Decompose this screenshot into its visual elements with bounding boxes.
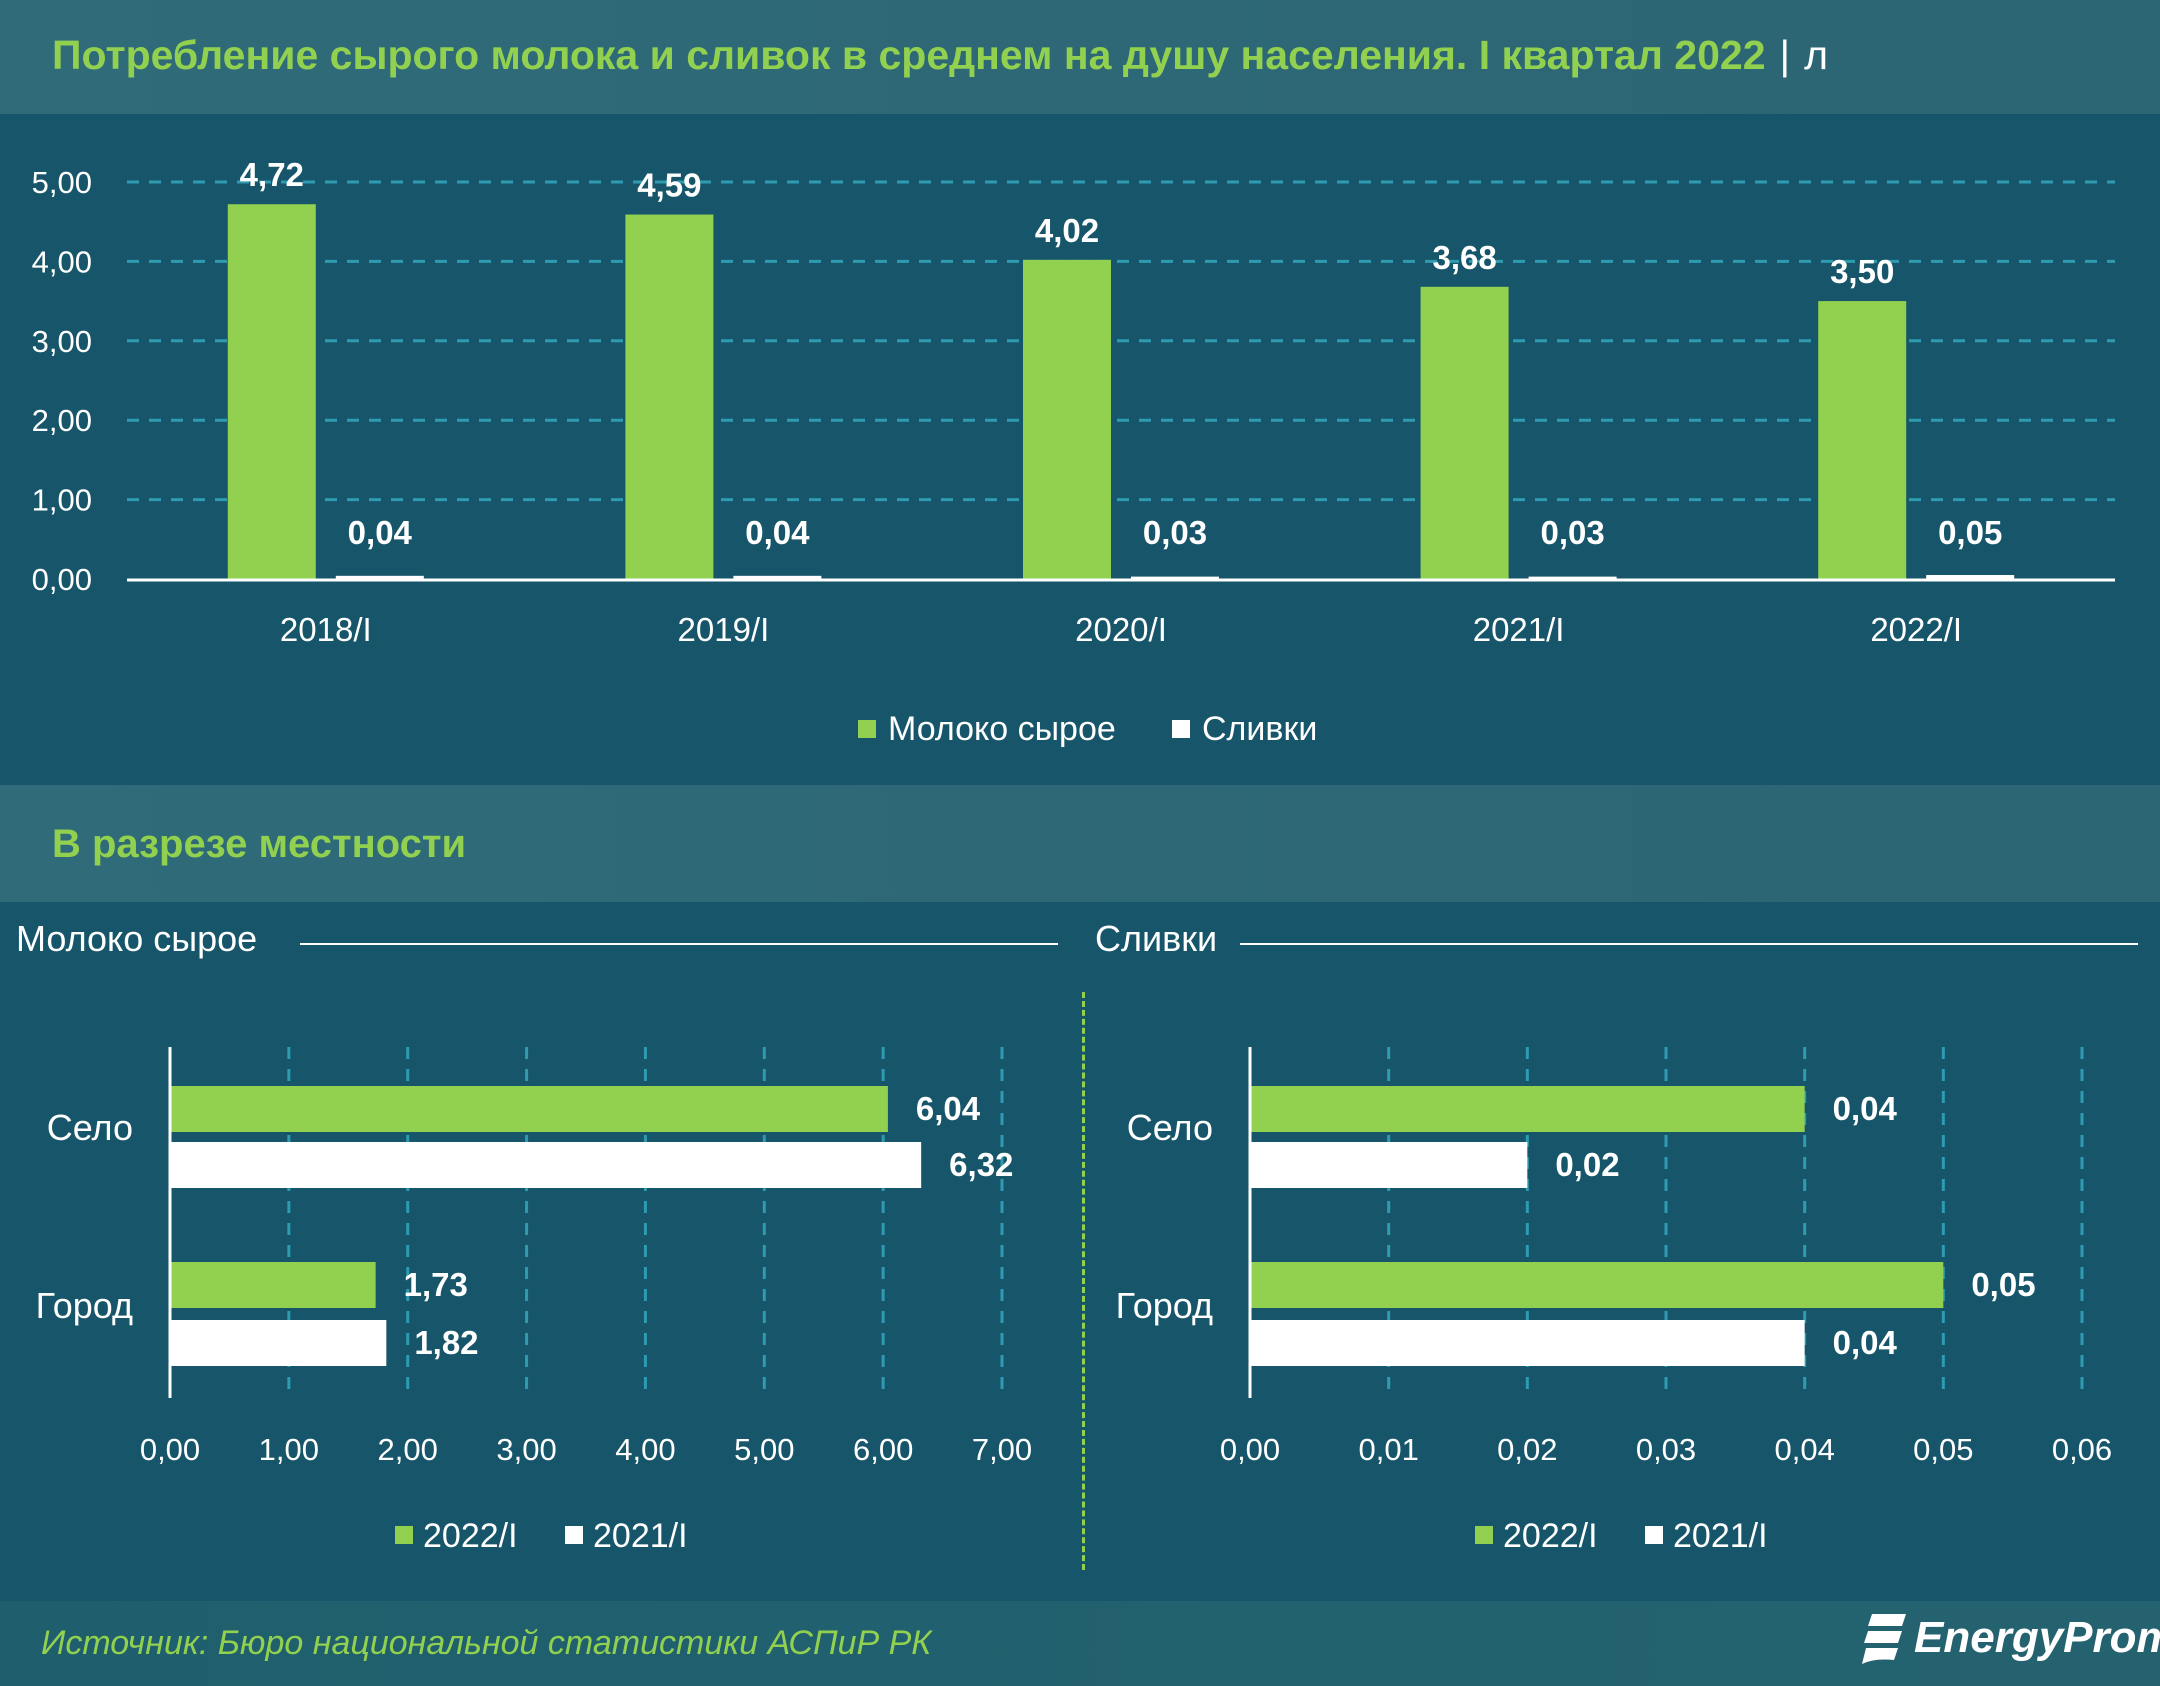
legend-swatch: [1172, 720, 1190, 738]
data-label: 0,04: [1833, 1324, 1898, 1361]
subheading-line-milk: [300, 943, 1058, 945]
bar-cream: [733, 575, 822, 579]
category-label: Город: [36, 1285, 133, 1326]
section-title: В разрезе местности: [52, 822, 467, 866]
bar-2021: [1250, 1320, 1805, 1366]
bar-cream: [1926, 575, 2015, 579]
bar-2021: [170, 1142, 922, 1188]
bar-milk: [625, 214, 714, 579]
legend-label: 2021/I: [1673, 1517, 1768, 1555]
bar-cream: [335, 575, 424, 579]
data-label-cream: 0,05: [1938, 514, 2002, 551]
data-label-cream: 0,04: [348, 514, 413, 551]
legend-swatch: [1475, 1526, 1493, 1544]
legend-label: Молоко сырое: [888, 710, 1116, 748]
title-band: [0, 0, 2160, 114]
bar-milk: [1420, 286, 1509, 579]
legend-swatch: [1645, 1526, 1663, 1544]
legend-swatch: [395, 1526, 413, 1544]
title-separator: |: [1779, 32, 1791, 78]
y-tick-label: 2,00: [32, 403, 92, 438]
data-label-milk: 4,72: [240, 156, 304, 193]
subheading-line-cream: [1240, 943, 2138, 945]
bar-milk: [227, 204, 316, 579]
y-tick-label: 0,00: [32, 562, 92, 597]
x-tick-label: 0,02: [1497, 1432, 1557, 1467]
data-label-cream: 0,03: [1540, 514, 1604, 551]
category-label: Город: [1116, 1285, 1213, 1326]
bar-2022: [1250, 1262, 1944, 1308]
data-label: 6,32: [949, 1146, 1013, 1183]
bar-2022: [170, 1262, 376, 1308]
x-tick-label: 2019/I: [678, 611, 770, 648]
x-tick-label: 5,00: [734, 1432, 794, 1467]
data-label-cream: 0,04: [745, 514, 810, 551]
x-tick-label: 7,00: [972, 1432, 1032, 1467]
source-text: Источник: Бюро национальной статистики А…: [41, 1624, 932, 1662]
subheading-cream: Сливки: [1095, 918, 1228, 960]
logo-icon: [1862, 1614, 1906, 1664]
bar-milk: [1023, 259, 1111, 579]
logo-text: EnergyProm: [1914, 1613, 2160, 1662]
legend-swatch: [565, 1526, 583, 1544]
bar-2022: [1250, 1086, 1805, 1132]
x-tick-label: 2,00: [378, 1432, 438, 1467]
energyprom-logo: EnergyProm: [1862, 1612, 2160, 1664]
x-tick-label: 0,04: [1774, 1432, 1834, 1467]
section-band: [0, 785, 2160, 902]
bar-milk: [1818, 301, 1907, 579]
bar-2021: [1250, 1142, 1528, 1188]
x-tick-label: 0,00: [1220, 1432, 1280, 1467]
subheading-milk: Молоко сырое: [16, 918, 268, 960]
x-tick-label: 0,05: [1913, 1432, 1973, 1467]
data-label: 1,73: [404, 1266, 468, 1303]
y-tick-label: 1,00: [32, 483, 92, 518]
data-label: 6,04: [916, 1090, 981, 1127]
x-tick-label: 0,00: [140, 1432, 200, 1467]
bar-cream: [1131, 576, 1219, 579]
legend-label: 2022/I: [1503, 1517, 1598, 1555]
bar-cream: [1528, 576, 1617, 579]
legend-label: 2021/I: [593, 1517, 688, 1555]
data-label: 0,04: [1833, 1090, 1898, 1127]
y-tick-label: 3,00: [32, 324, 92, 359]
x-tick-label: 2020/I: [1075, 611, 1167, 648]
legend-label: 2022/I: [423, 1517, 518, 1555]
x-tick-label: 2018/I: [280, 611, 372, 648]
panel-divider: [1082, 992, 1085, 1570]
x-tick-label: 0,03: [1636, 1432, 1696, 1467]
x-tick-label: 2021/I: [1473, 611, 1565, 648]
chart-title: Потребление сырого молока и сливок в сре…: [52, 32, 1828, 79]
data-label-cream: 0,03: [1143, 514, 1207, 551]
x-tick-label: 4,00: [615, 1432, 675, 1467]
data-label-milk: 3,50: [1830, 253, 1894, 290]
x-tick-label: 6,00: [853, 1432, 913, 1467]
y-tick-label: 5,00: [32, 165, 92, 200]
category-label: Село: [1127, 1107, 1213, 1148]
legend-label: Сливки: [1202, 710, 1317, 748]
bar-2022: [170, 1086, 888, 1132]
data-label: 0,02: [1555, 1146, 1619, 1183]
x-tick-label: 3,00: [496, 1432, 556, 1467]
data-label: 1,82: [414, 1324, 478, 1361]
x-tick-label: 1,00: [259, 1432, 319, 1467]
x-tick-label: 2022/I: [1870, 611, 1962, 648]
category-label: Село: [47, 1107, 133, 1148]
legend-swatch: [858, 720, 876, 738]
footer-band: [0, 1601, 2160, 1686]
y-tick-label: 4,00: [32, 244, 92, 279]
unit-label: л: [1804, 32, 1829, 78]
data-label-milk: 3,68: [1432, 239, 1496, 276]
data-label: 0,05: [1971, 1266, 2035, 1303]
x-tick-label: 0,06: [2052, 1432, 2112, 1467]
title-text: Потребление сырого молока и сливок в сре…: [52, 32, 1766, 78]
bar-2021: [170, 1320, 387, 1366]
data-label-milk: 4,02: [1035, 212, 1099, 249]
data-label-milk: 4,59: [637, 167, 701, 204]
x-tick-label: 0,01: [1358, 1432, 1418, 1467]
